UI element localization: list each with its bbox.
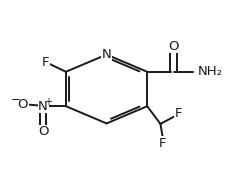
Text: O: O	[168, 40, 179, 53]
Text: NH₂: NH₂	[198, 65, 223, 78]
Text: N: N	[102, 48, 111, 61]
Text: F: F	[159, 137, 166, 150]
Text: O: O	[17, 98, 28, 111]
Text: F: F	[175, 107, 182, 120]
Text: +: +	[44, 97, 52, 107]
Text: −: −	[11, 93, 21, 106]
Text: N: N	[38, 100, 48, 113]
Text: O: O	[38, 125, 48, 138]
Text: F: F	[42, 56, 49, 69]
